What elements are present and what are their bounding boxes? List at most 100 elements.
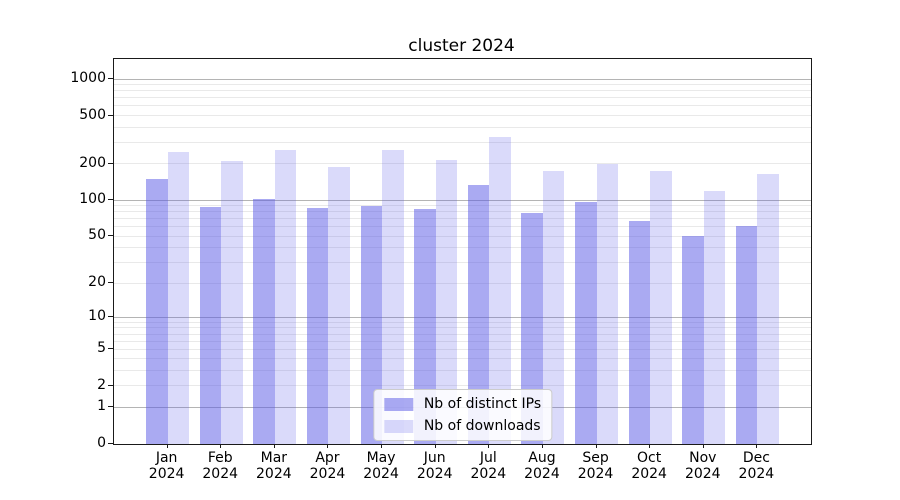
plot-area: Nb of distinct IPs Nb of downloads (113, 58, 812, 445)
x-tick-month: Aug (528, 450, 556, 466)
x-tick-label: Sep 2024 (564, 450, 628, 482)
gridline-minor (114, 226, 811, 228)
x-tick-month: Sep (582, 450, 609, 466)
y-tick-mark (108, 235, 113, 237)
x-tick-year: 2024 (577, 466, 614, 482)
x-tick-label: May 2024 (349, 450, 413, 482)
gridline-minor (114, 327, 811, 329)
gridline-minor (114, 205, 811, 207)
x-tick-label: Apr 2024 (295, 450, 359, 482)
legend-label-downloads: Nb of downloads (423, 418, 541, 434)
bar-distinct-ips-may (360, 205, 383, 444)
gridline-minor (114, 282, 811, 284)
y-tick-mark (108, 406, 113, 408)
gridline-minor (114, 235, 811, 237)
y-tick-mark (108, 78, 113, 79)
y-tick-label: 50 (88, 227, 106, 244)
x-tick-month: May (366, 450, 396, 466)
bar-downloads-may (382, 150, 404, 444)
x-tick-year: 2024 (684, 466, 721, 482)
y-tick-mark (108, 384, 113, 386)
y-tick-label: 1 (97, 398, 106, 415)
bar-downloads-jul (489, 136, 511, 444)
bar-distinct-ips-dec (735, 225, 758, 444)
bar-downloads-dec (757, 173, 779, 444)
gridline-minor (114, 340, 811, 342)
x-tick-year: 2024 (738, 466, 775, 482)
x-tick-mark (273, 444, 275, 448)
x-tick-mark (756, 444, 758, 448)
bar-downloads-sep (596, 163, 618, 444)
y-tick-mark (108, 162, 113, 164)
bar-downloads-feb (221, 161, 243, 444)
x-tick-mark (381, 444, 383, 448)
x-tick-year: 2024 (363, 466, 399, 482)
x-tick-month: Dec (742, 450, 770, 466)
x-tick-year: 2024 (470, 466, 507, 482)
gridline-minor (114, 105, 811, 107)
x-tick-year: 2024 (256, 466, 292, 482)
x-tick-mark (488, 444, 490, 448)
gridline-major (114, 199, 811, 201)
y-tick-label: 0 (97, 435, 106, 451)
legend: Nb of distinct IPs Nb of downloads (372, 389, 553, 441)
y-tick-label: 200 (79, 154, 106, 171)
gridline-minor (114, 348, 811, 350)
x-tick-label: Jan 2024 (135, 450, 199, 482)
bar-distinct-ips-nov (682, 236, 704, 444)
x-tick-mark (595, 444, 597, 448)
legend-swatch-downloads (383, 419, 413, 433)
gridline-minor (114, 321, 811, 323)
bar-distinct-ips-sep (575, 202, 597, 444)
bar-downloads-jan (167, 152, 190, 444)
y-tick-label: 100 (79, 191, 106, 208)
x-tick-year: 2024 (309, 466, 346, 482)
legend-item-downloads: Nb of downloads (383, 418, 541, 434)
bar-distinct-ips-jun (414, 209, 436, 444)
gridline-minor (114, 247, 811, 249)
x-tick-mark (541, 444, 543, 448)
gridline-minor (114, 262, 811, 264)
gridline-minor (114, 385, 811, 387)
legend-item-distinct-ips: Nb of distinct IPs (383, 396, 542, 412)
x-tick-mark (649, 444, 651, 448)
x-tick-label: Jul 2024 (456, 450, 520, 482)
x-tick-mark (702, 444, 704, 448)
gridline-minor (114, 141, 811, 143)
gridline-major (114, 78, 811, 80)
x-tick-label: Jun 2024 (403, 450, 467, 482)
bar-distinct-ips-jul (467, 184, 490, 444)
x-tick-label: Nov 2024 (671, 450, 735, 482)
bar-distinct-ips-oct (628, 221, 651, 444)
bar-downloads-oct (650, 171, 672, 444)
bar-downloads-aug (542, 170, 565, 444)
y-tick-label: 10 (88, 308, 106, 325)
x-tick-month: Jun (423, 450, 446, 466)
x-tick-label: Aug 2024 (510, 450, 574, 482)
gridline-minor (114, 115, 811, 117)
bar-downloads-apr (328, 166, 350, 444)
legend-label-distinct-ips: Nb of distinct IPs (423, 396, 542, 412)
bar-distinct-ips-feb (199, 206, 222, 444)
x-tick-year: 2024 (148, 466, 185, 482)
x-tick-year: 2024 (416, 466, 453, 482)
bar-distinct-ips-apr (307, 208, 329, 444)
x-tick-month: Oct (637, 450, 662, 466)
gridline-minor (114, 163, 811, 165)
y-tick-label: 20 (88, 274, 106, 291)
x-tick-mark (434, 444, 436, 448)
y-tick-mark (108, 443, 113, 444)
bar-downloads-mar (274, 150, 297, 444)
x-tick-year: 2024 (202, 466, 239, 482)
x-tick-mark (166, 444, 168, 448)
x-tick-label: Feb 2024 (188, 450, 252, 482)
gridline-minor (114, 218, 811, 220)
chart-title: cluster 2024 (408, 36, 515, 56)
y-tick-label: 2 (97, 376, 106, 393)
bar-downloads-jun (435, 160, 458, 444)
y-tick-mark (108, 282, 113, 284)
bar-distinct-ips-mar (253, 198, 275, 444)
x-tick-month: Nov (689, 450, 717, 466)
x-tick-label: Dec 2024 (724, 450, 788, 482)
